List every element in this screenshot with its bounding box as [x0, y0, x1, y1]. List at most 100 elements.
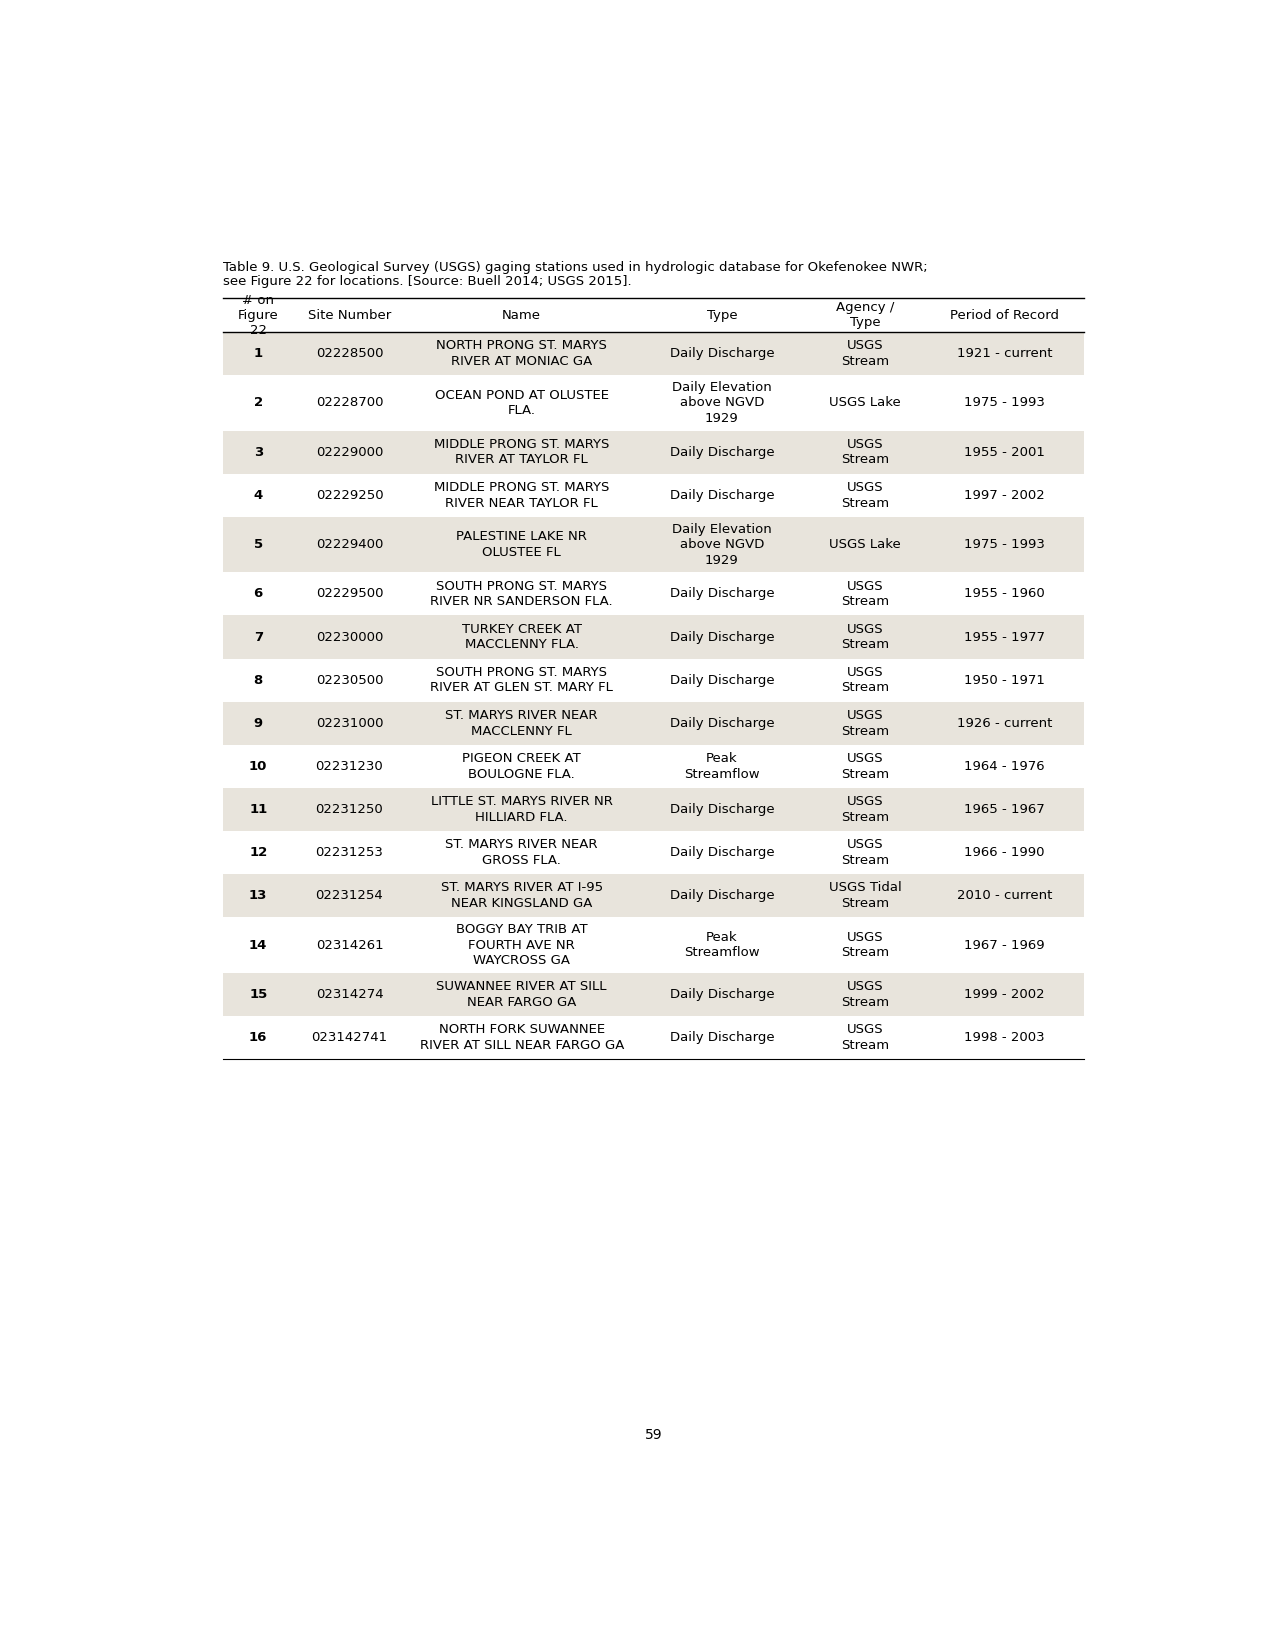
Text: MIDDLE PRONG ST. MARYS
RIVER NEAR TAYLOR FL: MIDDLE PRONG ST. MARYS RIVER NEAR TAYLOR… [434, 480, 609, 510]
Text: 1967 - 1969: 1967 - 1969 [964, 938, 1044, 951]
Text: NORTH FORK SUWANNEE
RIVER AT SILL NEAR FARGO GA: NORTH FORK SUWANNEE RIVER AT SILL NEAR F… [419, 1024, 623, 1052]
Text: ST. MARYS RIVER NEAR
GROSS FLA.: ST. MARYS RIVER NEAR GROSS FLA. [445, 839, 598, 867]
Bar [223, 873, 1084, 918]
Text: Daily Discharge: Daily Discharge [669, 717, 774, 730]
Text: 1965 - 1967: 1965 - 1967 [964, 802, 1044, 816]
Text: see Figure 22 for locations. [Source: Buell 2014; USGS 2015].: see Figure 22 for locations. [Source: Bu… [223, 276, 631, 289]
Text: 1975 - 1993: 1975 - 1993 [964, 538, 1044, 551]
Text: 1: 1 [254, 347, 263, 360]
Text: 02314261: 02314261 [316, 938, 384, 951]
Text: 5: 5 [254, 538, 263, 551]
Text: USGS
Stream: USGS Stream [842, 981, 889, 1009]
Text: 02230500: 02230500 [316, 674, 384, 687]
Text: USGS
Stream: USGS Stream [842, 931, 889, 959]
Text: 02229400: 02229400 [316, 538, 384, 551]
Text: 1966 - 1990: 1966 - 1990 [964, 845, 1044, 859]
Text: Agency /
Type: Agency / Type [836, 300, 895, 329]
Bar [223, 332, 1084, 375]
Text: USGS
Stream: USGS Stream [842, 665, 889, 695]
Text: NORTH PRONG ST. MARYS
RIVER AT MONIAC GA: NORTH PRONG ST. MARYS RIVER AT MONIAC GA [436, 340, 607, 368]
Text: Daily Discharge: Daily Discharge [669, 588, 774, 601]
Text: 02231253: 02231253 [315, 845, 384, 859]
Text: 1999 - 2002: 1999 - 2002 [964, 987, 1044, 1001]
Text: OCEAN POND AT OLUSTEE
FLA.: OCEAN POND AT OLUSTEE FLA. [435, 388, 608, 418]
Text: Daily Discharge: Daily Discharge [669, 674, 774, 687]
Text: 6: 6 [254, 588, 263, 601]
Text: TURKEY CREEK AT
MACCLENNY FLA.: TURKEY CREEK AT MACCLENNY FLA. [462, 622, 581, 650]
Text: 16: 16 [249, 1030, 268, 1043]
Bar [223, 431, 1084, 474]
Text: 12: 12 [249, 845, 268, 859]
Text: ST. MARYS RIVER NEAR
MACCLENNY FL: ST. MARYS RIVER NEAR MACCLENNY FL [445, 708, 598, 738]
Text: # on
Figure
22: # on Figure 22 [238, 294, 279, 337]
Text: 1955 - 2001: 1955 - 2001 [964, 446, 1044, 459]
Text: Daily Discharge: Daily Discharge [669, 631, 774, 644]
Bar [223, 972, 1084, 1015]
Bar [223, 788, 1084, 830]
Text: Daily Discharge: Daily Discharge [669, 890, 774, 901]
Text: 2: 2 [254, 396, 263, 409]
Text: MIDDLE PRONG ST. MARYS
RIVER AT TAYLOR FL: MIDDLE PRONG ST. MARYS RIVER AT TAYLOR F… [434, 438, 609, 467]
Text: USGS
Stream: USGS Stream [842, 340, 889, 368]
Text: 02229250: 02229250 [316, 489, 384, 502]
Bar [223, 517, 1084, 573]
Text: 1998 - 2003: 1998 - 2003 [964, 1030, 1044, 1043]
Text: 02228700: 02228700 [316, 396, 384, 409]
Text: SOUTH PRONG ST. MARYS
RIVER AT GLEN ST. MARY FL: SOUTH PRONG ST. MARYS RIVER AT GLEN ST. … [430, 665, 613, 695]
Text: SUWANNEE RIVER AT SILL
NEAR FARGO GA: SUWANNEE RIVER AT SILL NEAR FARGO GA [436, 981, 607, 1009]
Text: 2010 - current: 2010 - current [956, 890, 1052, 901]
Text: USGS
Stream: USGS Stream [842, 580, 889, 608]
Text: Daily Discharge: Daily Discharge [669, 987, 774, 1001]
Text: 02228500: 02228500 [316, 347, 384, 360]
Text: 02231250: 02231250 [316, 802, 384, 816]
Text: Daily Discharge: Daily Discharge [669, 802, 774, 816]
Text: 1921 - current: 1921 - current [956, 347, 1052, 360]
Text: 7: 7 [254, 631, 263, 644]
Text: USGS
Stream: USGS Stream [842, 1024, 889, 1052]
Text: 11: 11 [249, 802, 268, 816]
Text: 10: 10 [249, 759, 268, 773]
Text: 02314274: 02314274 [316, 987, 384, 1001]
Text: Daily Discharge: Daily Discharge [669, 1030, 774, 1043]
Text: 1950 - 1971: 1950 - 1971 [964, 674, 1044, 687]
Text: Daily Discharge: Daily Discharge [669, 489, 774, 502]
Text: 02230000: 02230000 [316, 631, 384, 644]
Text: USGS
Stream: USGS Stream [842, 622, 889, 650]
Text: 59: 59 [645, 1428, 662, 1441]
Text: 1964 - 1976: 1964 - 1976 [964, 759, 1044, 773]
Text: Site Number: Site Number [307, 309, 391, 322]
Text: 1926 - current: 1926 - current [956, 717, 1052, 730]
Text: 02231254: 02231254 [316, 890, 384, 901]
Bar [223, 702, 1084, 745]
Text: 1997 - 2002: 1997 - 2002 [964, 489, 1044, 502]
Text: USGS Lake: USGS Lake [829, 538, 901, 551]
Text: USGS
Stream: USGS Stream [842, 438, 889, 467]
Text: PIGEON CREEK AT
BOULOGNE FLA.: PIGEON CREEK AT BOULOGNE FLA. [463, 753, 581, 781]
Text: 3: 3 [254, 446, 263, 459]
Text: Type: Type [706, 309, 737, 322]
Text: Peak
Streamflow: Peak Streamflow [685, 753, 760, 781]
Text: BOGGY BAY TRIB AT
FOURTH AVE NR
WAYCROSS GA: BOGGY BAY TRIB AT FOURTH AVE NR WAYCROSS… [456, 923, 588, 967]
Text: 1955 - 1960: 1955 - 1960 [964, 588, 1044, 601]
Text: Peak
Streamflow: Peak Streamflow [685, 931, 760, 959]
Text: USGS
Stream: USGS Stream [842, 796, 889, 824]
Text: 02229000: 02229000 [316, 446, 384, 459]
Text: Daily Discharge: Daily Discharge [669, 446, 774, 459]
Text: Daily Elevation
above NGVD
1929: Daily Elevation above NGVD 1929 [672, 381, 771, 424]
Text: 15: 15 [249, 987, 268, 1001]
Bar [223, 616, 1084, 659]
Text: 8: 8 [254, 674, 263, 687]
Text: Period of Record: Period of Record [950, 309, 1058, 322]
Text: 023142741: 023142741 [311, 1030, 388, 1043]
Text: Table 9. U.S. Geological Survey (USGS) gaging stations used in hydrologic databa: Table 9. U.S. Geological Survey (USGS) g… [223, 261, 927, 274]
Text: 02231000: 02231000 [316, 717, 384, 730]
Text: 1975 - 1993: 1975 - 1993 [964, 396, 1044, 409]
Text: 1955 - 1977: 1955 - 1977 [964, 631, 1044, 644]
Text: USGS Lake: USGS Lake [829, 396, 901, 409]
Text: 4: 4 [254, 489, 263, 502]
Text: USGS
Stream: USGS Stream [842, 753, 889, 781]
Text: Daily Discharge: Daily Discharge [669, 845, 774, 859]
Text: SOUTH PRONG ST. MARYS
RIVER NR SANDERSON FLA.: SOUTH PRONG ST. MARYS RIVER NR SANDERSON… [431, 580, 613, 608]
Text: Name: Name [502, 309, 541, 322]
Text: USGS
Stream: USGS Stream [842, 480, 889, 510]
